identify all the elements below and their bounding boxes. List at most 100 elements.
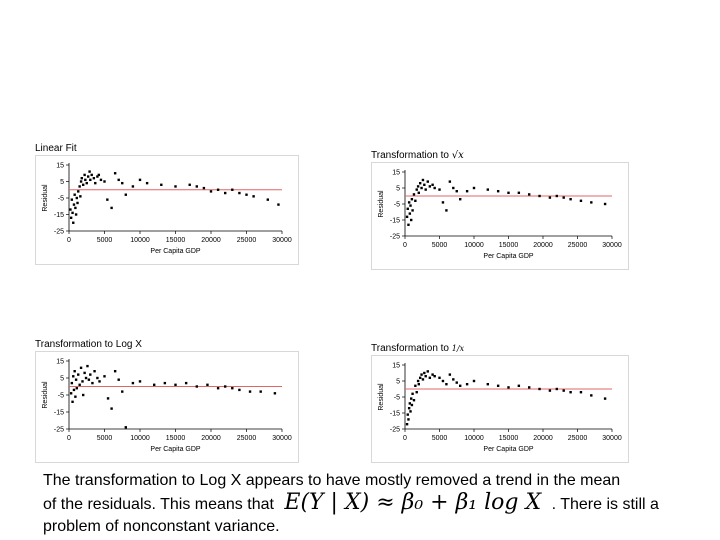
data-point [438,188,441,191]
data-point [438,376,441,379]
caption-line-2-start: of the residuals. This means that [43,496,274,513]
data-point [89,373,92,376]
data-point [465,190,469,193]
data-point [579,391,583,394]
x-tick-label: 30000 [602,435,622,442]
data-point [569,391,572,394]
data-point [418,376,422,379]
x-tick-label: 25000 [237,237,257,244]
data-point [216,188,220,191]
data-point [428,185,432,188]
data-point [455,381,458,384]
data-point [69,392,73,395]
data-point [248,390,252,393]
x-tick-label: 5000 [97,435,113,442]
chart-panel-log-transform: Transformation to Log X 15 5 -5 -15 -25 0 5000… [35,339,299,463]
data-point [77,373,80,376]
chart-title-prefix: Transformation to [371,343,449,354]
data-point [216,387,220,390]
data-point [75,196,79,200]
data-point [441,379,445,383]
data-point [252,195,255,198]
chart-title: Transformation to √x [371,150,464,161]
data-point [77,190,80,193]
data-point [231,188,234,191]
data-point [603,202,607,206]
data-point [83,371,86,375]
data-point [174,185,177,188]
x-tick-label: 0 [67,237,71,244]
data-point [472,379,476,383]
data-point [459,384,462,387]
data-point [562,389,565,392]
x-tick-label: 15000 [499,435,519,442]
y-tick-label: -15 [54,410,64,417]
data-point [423,371,426,375]
y-axis-label: Residual [42,381,49,409]
data-point [98,380,101,383]
data-point [113,172,117,175]
data-point [160,183,163,186]
data-point [417,191,420,194]
x-tick-label: 30000 [602,242,622,249]
data-point [103,375,106,378]
data-point [448,373,452,376]
data-point [426,180,429,183]
y-axis-label: Residual [378,190,385,218]
x-tick-label: 5000 [97,237,113,244]
scatter-plot: 15 5 -5 -15 -250 5000 10000 15000 20000 25000 3000… [378,170,622,261]
y-axis-label: Residual [378,383,385,411]
data-point [121,181,124,185]
data-point [82,183,85,186]
data-point [452,378,455,381]
data-point [238,388,241,392]
x-tick-label: 15000 [166,435,186,442]
data-point [428,376,432,379]
y-tick-label: -5 [394,395,400,402]
data-point [93,370,96,373]
data-point [103,180,106,183]
data-point [459,198,462,201]
data-point [259,390,262,393]
y-tick-label: -5 [58,196,64,203]
x-axis-label: Per Capita GDP [483,253,534,260]
chart-title: Transformation to Log X [35,339,142,350]
data-point [87,378,91,381]
data-point [206,383,209,386]
plot-frame [371,162,629,270]
data-point [590,394,593,397]
data-point [562,196,565,199]
data-point [414,199,417,202]
data-point [92,177,96,180]
data-point [426,370,429,373]
chart-title: Linear Fit [35,143,77,154]
x-tick-label: 20000 [533,435,553,442]
x-tick-label: 10000 [130,435,150,442]
data-point [78,383,81,386]
data-point [71,400,74,403]
x-tick-label: 30000 [272,435,292,442]
data-point [86,364,89,368]
data-point [409,204,412,207]
x-tick-label: 10000 [464,242,484,249]
data-point [75,387,79,390]
scatter-plot: 15 5 -5 -15 -250 5000 10000 15000 20000 25000 3000… [42,163,292,256]
data-point [72,203,76,206]
data-point [96,175,99,178]
data-point [528,386,531,389]
data-point [411,392,414,395]
data-point [410,218,413,222]
data-point [202,186,206,190]
data-point [421,178,425,182]
data-point [231,387,234,390]
data-point [414,384,417,387]
data-point [184,381,188,385]
data-point [555,194,558,198]
data-point [579,199,583,202]
data-point [266,198,269,201]
y-tick-label: 5 [60,179,64,186]
data-point [73,193,76,196]
data-point [277,203,280,206]
y-tick-label: -25 [390,234,400,241]
data-point [496,384,500,387]
